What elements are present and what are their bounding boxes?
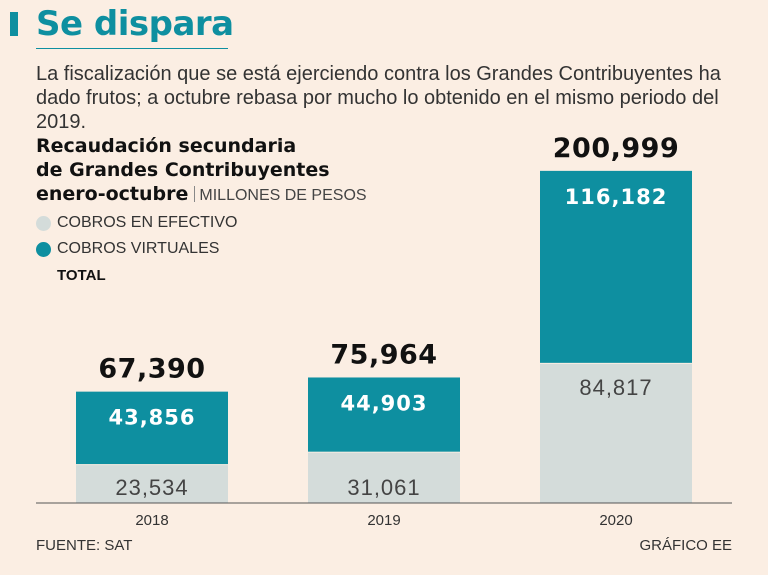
headline: Se dispara <box>36 4 234 44</box>
bar-2018-efectivo <box>76 464 228 503</box>
total-label-2020: 200,999 <box>553 133 679 164</box>
x-tick-label-2020: 2020 <box>599 512 632 529</box>
data-label-virtuales-2020: 116,182 <box>565 185 668 209</box>
unit-separator <box>194 186 196 202</box>
bar-2020-efectivo <box>540 362 692 503</box>
legend-swatch-efectivo <box>36 215 51 231</box>
data-label-efectivo-2020: 84,817 <box>579 375 652 400</box>
source-note: FUENTE: SAT <box>36 537 133 554</box>
data-label-virtuales-2019: 44,903 <box>340 391 427 415</box>
legend-item-virtuales: COBROS VIRTUALES <box>36 236 237 262</box>
bar-2019-virtuales <box>308 377 460 452</box>
bar-2019-efectivo <box>308 451 460 503</box>
data-label-efectivo-2018: 23,534 <box>115 475 188 500</box>
headline-underline <box>36 48 228 49</box>
legend-total: TOTAL <box>57 266 106 284</box>
bar-2020-virtuales <box>540 170 692 363</box>
chart-title-period: enero-octubre <box>36 183 189 205</box>
subtitle: La fiscalización que se está ejerciendo … <box>36 63 721 133</box>
x-tick-label-2018: 2018 <box>135 512 168 529</box>
bar-2018-virtuales <box>76 391 228 465</box>
chart-title: Recaudación secundaria de Grandes Contri… <box>36 134 367 208</box>
data-label-efectivo-2019: 31,061 <box>347 475 420 500</box>
chart-title-line-1: Recaudación secundaria <box>36 135 297 157</box>
headline-accent-bar <box>10 12 18 36</box>
chart-unit: MILLONES DE PESOS <box>199 187 367 204</box>
legend-label-virtuales: COBROS VIRTUALES <box>57 240 220 257</box>
graphic-credit: GRÁFICO EE <box>639 537 732 554</box>
chart-title-line-2: de Grandes Contribuyentes <box>36 159 330 181</box>
legend-item-efectivo: COBROS EN EFECTIVO <box>36 210 237 236</box>
total-label-2018: 67,390 <box>98 354 205 385</box>
chart-title-line-3: enero-octubre MILLONES DE PESOS <box>36 182 367 208</box>
legend: COBROS EN EFECTIVO COBROS VIRTUALES TOTA… <box>36 210 237 288</box>
legend-label-efectivo: COBROS EN EFECTIVO <box>57 214 238 231</box>
data-label-virtuales-2018: 43,856 <box>108 406 195 430</box>
total-label-2019: 75,964 <box>330 339 437 370</box>
x-tick-label-2019: 2019 <box>367 512 400 529</box>
legend-swatch-virtuales <box>36 241 51 257</box>
